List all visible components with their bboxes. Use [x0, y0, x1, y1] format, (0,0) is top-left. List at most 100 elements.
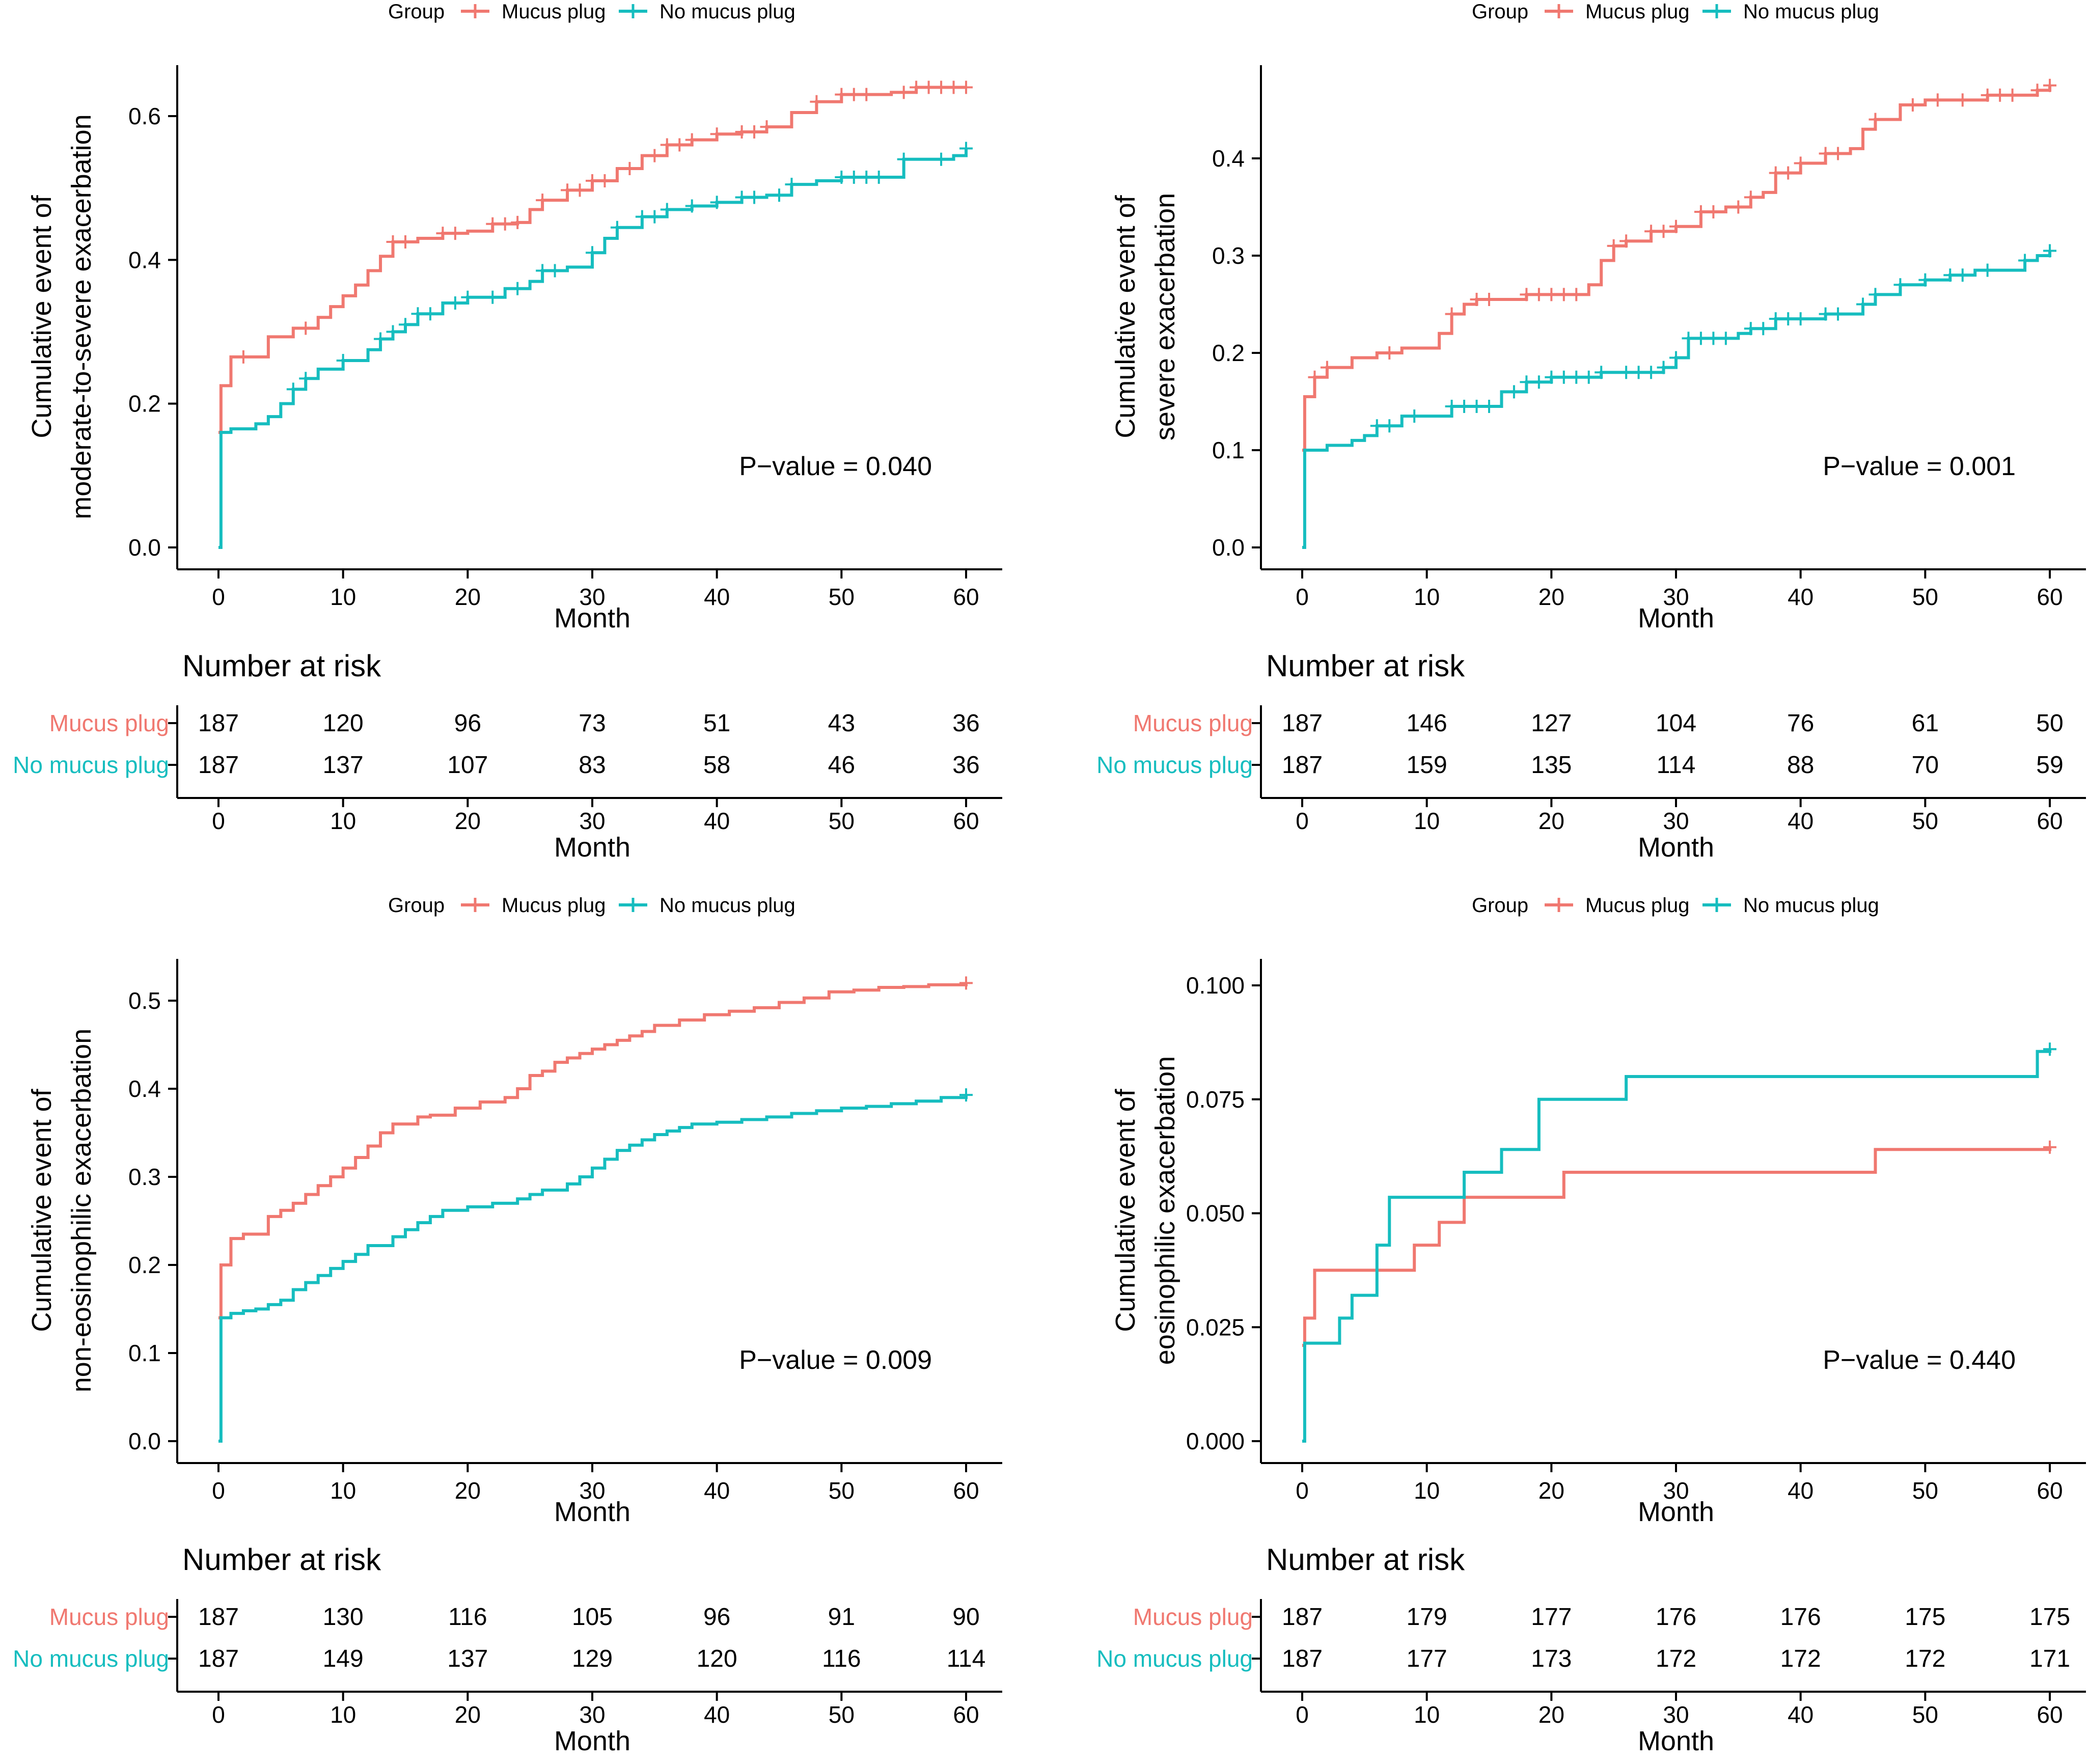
x-tick-label: 40	[1788, 584, 1814, 610]
legend-title: Group	[388, 894, 445, 917]
risk-value: 116	[822, 1645, 861, 1672]
legend-label-1: Mucus plug	[502, 894, 606, 917]
risk-value: 159	[1407, 752, 1447, 779]
risk-x-tick-label: 20	[455, 1701, 481, 1728]
censor-mark	[1545, 370, 1558, 384]
risk-value: 61	[1912, 710, 1939, 737]
censor-mark	[386, 325, 400, 339]
km-curve-no-mucus-plug	[218, 148, 968, 549]
risk-x-tick-label: 10	[330, 808, 356, 834]
censor-mark	[399, 318, 412, 332]
risk-value: 137	[447, 1645, 488, 1672]
censor-mark	[1756, 322, 1770, 336]
censor-mark	[2005, 88, 2019, 102]
y-axis-title-line2: severe exacerbation	[1150, 193, 1180, 440]
risk-value: 105	[572, 1604, 613, 1631]
censor-mark	[299, 372, 313, 385]
risk-value: 90	[952, 1604, 979, 1631]
censor-mark	[561, 183, 574, 197]
censor-mark	[1781, 166, 1795, 180]
risk-x-tick-label: 20	[1538, 1701, 1564, 1728]
risk-value: 70	[1912, 752, 1939, 779]
risk-x-tick-label: 60	[2037, 1701, 2063, 1728]
censor-mark	[1794, 312, 1807, 326]
censor-mark	[399, 235, 412, 249]
censor-mark	[1557, 370, 1571, 384]
censor-mark	[1781, 312, 1795, 326]
y-axis-title-line2: non-eosinophilic exacerbation	[66, 1029, 97, 1392]
risk-row-label: No mucus plug	[1096, 752, 1253, 778]
censor-mark	[511, 215, 525, 229]
censor-mark	[748, 125, 761, 139]
censor-mark	[623, 162, 637, 176]
risk-value: 179	[1407, 1604, 1447, 1631]
x-tick-label: 30	[579, 1477, 605, 1504]
censor-mark	[536, 194, 550, 207]
censor-mark	[959, 1088, 973, 1102]
risk-value: 104	[1656, 710, 1696, 737]
censor-mark	[1545, 288, 1558, 301]
censor-mark	[1657, 225, 1670, 238]
x-tick-label: 50	[829, 1477, 855, 1504]
censor-mark	[810, 95, 823, 108]
risk-table: Number at risk Mucus plug 187 179 177 176 176 1…	[1096, 1542, 2086, 1756]
x-tick-label: 30	[1663, 1477, 1689, 1504]
y-axis-title: Cumulative event of eosinophilic exacerba…	[1110, 1056, 1180, 1365]
risk-value: 187	[1282, 710, 1323, 737]
censor-mark	[847, 170, 861, 184]
risk-value: 36	[952, 710, 979, 737]
censor-mark	[448, 296, 462, 310]
censor-mark	[860, 170, 873, 184]
risk-value: 88	[1787, 752, 1814, 779]
censor-mark	[735, 190, 749, 204]
risk-value: 175	[1905, 1604, 1945, 1631]
censor-mark	[710, 196, 724, 209]
censor-mark	[1831, 147, 1845, 160]
risk-row-label: No mucus plug	[13, 1645, 169, 1672]
censor-mark	[860, 88, 873, 101]
y-tick-label: 0.3	[128, 1164, 161, 1190]
censor-mark	[735, 125, 749, 139]
x-tick-label: 40	[704, 1477, 730, 1504]
risk-table-title: Number at risk	[1266, 1542, 1465, 1577]
x-tick-label: 0	[1296, 584, 1309, 610]
censor-mark	[1819, 147, 1832, 160]
risk-row-label: No mucus plug	[1096, 1645, 1253, 1672]
y-axis-title-line1: Cumulative event of	[26, 1088, 57, 1332]
censor-mark	[1682, 332, 1695, 345]
risk-value: 120	[697, 1645, 737, 1672]
censor-mark	[1507, 385, 1521, 399]
censor-mark	[498, 217, 512, 231]
censor-mark	[835, 88, 848, 101]
censor-mark	[1869, 113, 1882, 126]
censor-mark	[1794, 156, 1807, 170]
risk-x-tick-label: 50	[1912, 1701, 1938, 1728]
censor-mark	[536, 264, 550, 278]
censor-mark	[1744, 190, 1757, 204]
risk-value: 187	[198, 710, 239, 737]
risk-x-tick-label: 50	[1912, 808, 1938, 834]
censor-mark	[935, 152, 948, 166]
risk-x-tick-label: 40	[1788, 808, 1814, 834]
x-tick-label: 50	[1912, 1477, 1938, 1504]
risk-x-tick-label: 40	[1788, 1701, 1814, 1728]
censor-mark	[461, 290, 475, 304]
p-value-annotation: P−value = 0.009	[739, 1345, 932, 1375]
x-tick-label: 10	[330, 1477, 356, 1504]
x-tick-label: 30	[1663, 584, 1689, 610]
censor-mark	[748, 190, 761, 204]
censor-mark	[1669, 219, 1683, 233]
km-curve-no-mucus-plug	[1302, 251, 2051, 549]
censor-mark	[586, 246, 599, 260]
y-axis-title-line1: Cumulative event of	[1110, 195, 1141, 438]
censor-mark	[1383, 419, 1396, 433]
x-tick-label: 0	[212, 1477, 225, 1504]
x-tick-label: 60	[2037, 584, 2063, 610]
risk-value: 177	[1531, 1604, 1572, 1631]
x-tick-label: 20	[455, 1477, 481, 1504]
censor-mark	[1943, 268, 1957, 282]
x-tick-label: 10	[330, 584, 356, 610]
censor-mark	[2043, 78, 2056, 92]
risk-value: 187	[1282, 1604, 1323, 1631]
